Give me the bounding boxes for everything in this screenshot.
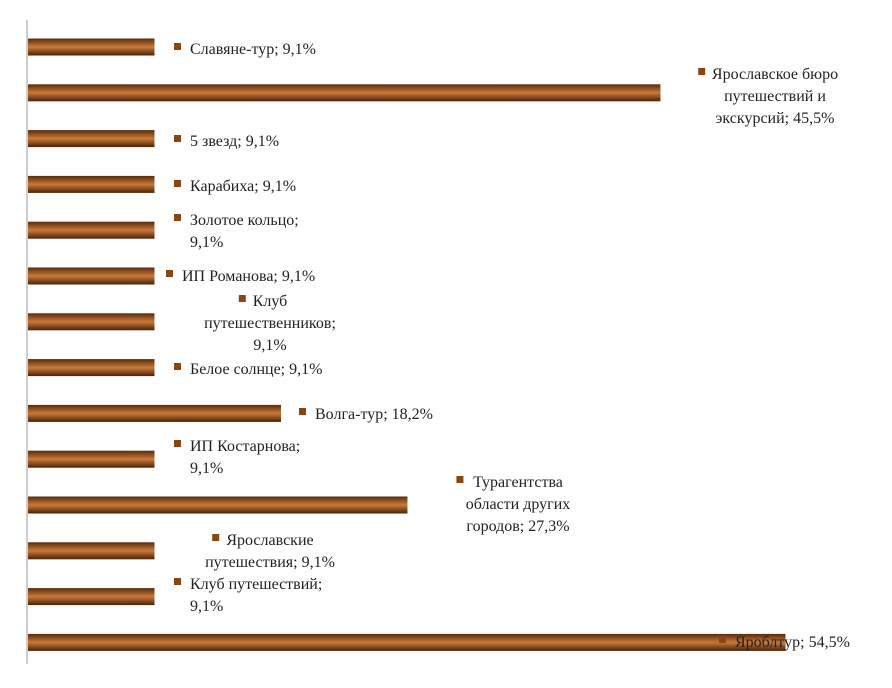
data-label-2: Ярославское бюро путешествий и экскурсий; … [698, 66, 838, 127]
bar-6 [28, 267, 155, 285]
bar-8 [28, 359, 155, 377]
bar-2 [28, 84, 661, 102]
label-marker-icon [174, 578, 181, 585]
data-label-text: путешественников; [204, 315, 336, 332]
data-label-text: Ярославское бюро [712, 66, 838, 83]
data-label-text: Белое солнце; 9,1% [190, 361, 322, 378]
data-label-5: Золотое кольцо; 9,1% [174, 212, 299, 251]
data-label-text: 9,1% [190, 234, 223, 251]
label-marker-icon [174, 440, 181, 447]
label-marker-icon [174, 363, 181, 370]
data-label-text: Турагентства [473, 474, 563, 491]
data-label-text: Клуб [253, 293, 288, 310]
data-label-text: Карабиха; 9,1% [190, 178, 296, 195]
label-marker-icon [238, 295, 246, 302]
label-marker-icon [456, 476, 464, 483]
data-label-text: 9,1% [190, 598, 223, 615]
data-label-text: Золотое кольцо; [190, 212, 299, 229]
data-label-1: Славяне-тур; 9,1% [174, 41, 316, 58]
data-label-text: Волга-тур; 18,2% [315, 406, 433, 423]
data-label-text: 9,1% [253, 337, 286, 354]
data-label-12: Ярославские путешествия; 9,1% [205, 532, 335, 571]
data-label-text: ИП Костарнова; [190, 438, 300, 455]
data-label-text: экскурсий; 45,5% [716, 110, 835, 127]
bar-11 [28, 496, 408, 514]
data-label-text: 9,1% [190, 460, 223, 477]
bar-1 [28, 38, 155, 56]
label-marker-icon [174, 135, 181, 142]
data-label-text: путешествия; 9,1% [205, 554, 335, 571]
data-label-text: Ярославские [226, 532, 313, 549]
data-label-7: Клуб путешественников; 9,1% [204, 293, 336, 354]
bar-14 [28, 633, 786, 651]
data-label-text: путешествий и [724, 88, 826, 105]
label-marker-icon [174, 43, 181, 50]
bar-13 [28, 588, 155, 606]
label-marker-icon [299, 408, 306, 415]
data-label-6: ИП Романова; 9,1% [166, 268, 315, 285]
data-label-text: городов; 27,3% [466, 518, 569, 535]
bar-12 [28, 542, 155, 560]
data-label-13: Клуб путешествий; 9,1% [174, 576, 322, 615]
data-label-text: Яроблтур; 54,5% [735, 634, 850, 651]
label-marker-icon [212, 534, 220, 541]
data-label-11: Турагентства области других городов; 27,3% [456, 474, 570, 535]
label-marker-icon [698, 68, 706, 75]
bar-5 [28, 221, 155, 239]
label-marker-icon [174, 180, 181, 187]
label-marker-icon [719, 636, 726, 643]
data-label-text: 5 звезд; 9,1% [190, 133, 279, 150]
data-label-9: Волга-тур; 18,2% [299, 406, 433, 423]
bar-7 [28, 313, 155, 331]
data-label-3: 5 звезд; 9,1% [174, 133, 279, 150]
bar-3 [28, 130, 155, 148]
data-label-text: области других [466, 496, 571, 513]
data-label-text: Славяне-тур; 9,1% [190, 41, 316, 58]
bar-4 [28, 175, 155, 193]
bar-9 [28, 404, 281, 422]
data-label-14: Яроблтур; 54,5% [719, 634, 850, 651]
data-label-text: ИП Романова; 9,1% [182, 268, 315, 285]
bar-10 [28, 450, 155, 468]
label-marker-icon [166, 270, 173, 277]
data-label-text: Клуб путешествий; [190, 576, 322, 593]
data-label-4: Карабиха; 9,1% [174, 178, 296, 195]
data-label-10: ИП Костарнова; 9,1% [174, 438, 300, 477]
data-label-8: Белое солнце; 9,1% [174, 361, 322, 378]
label-marker-icon [174, 214, 181, 221]
